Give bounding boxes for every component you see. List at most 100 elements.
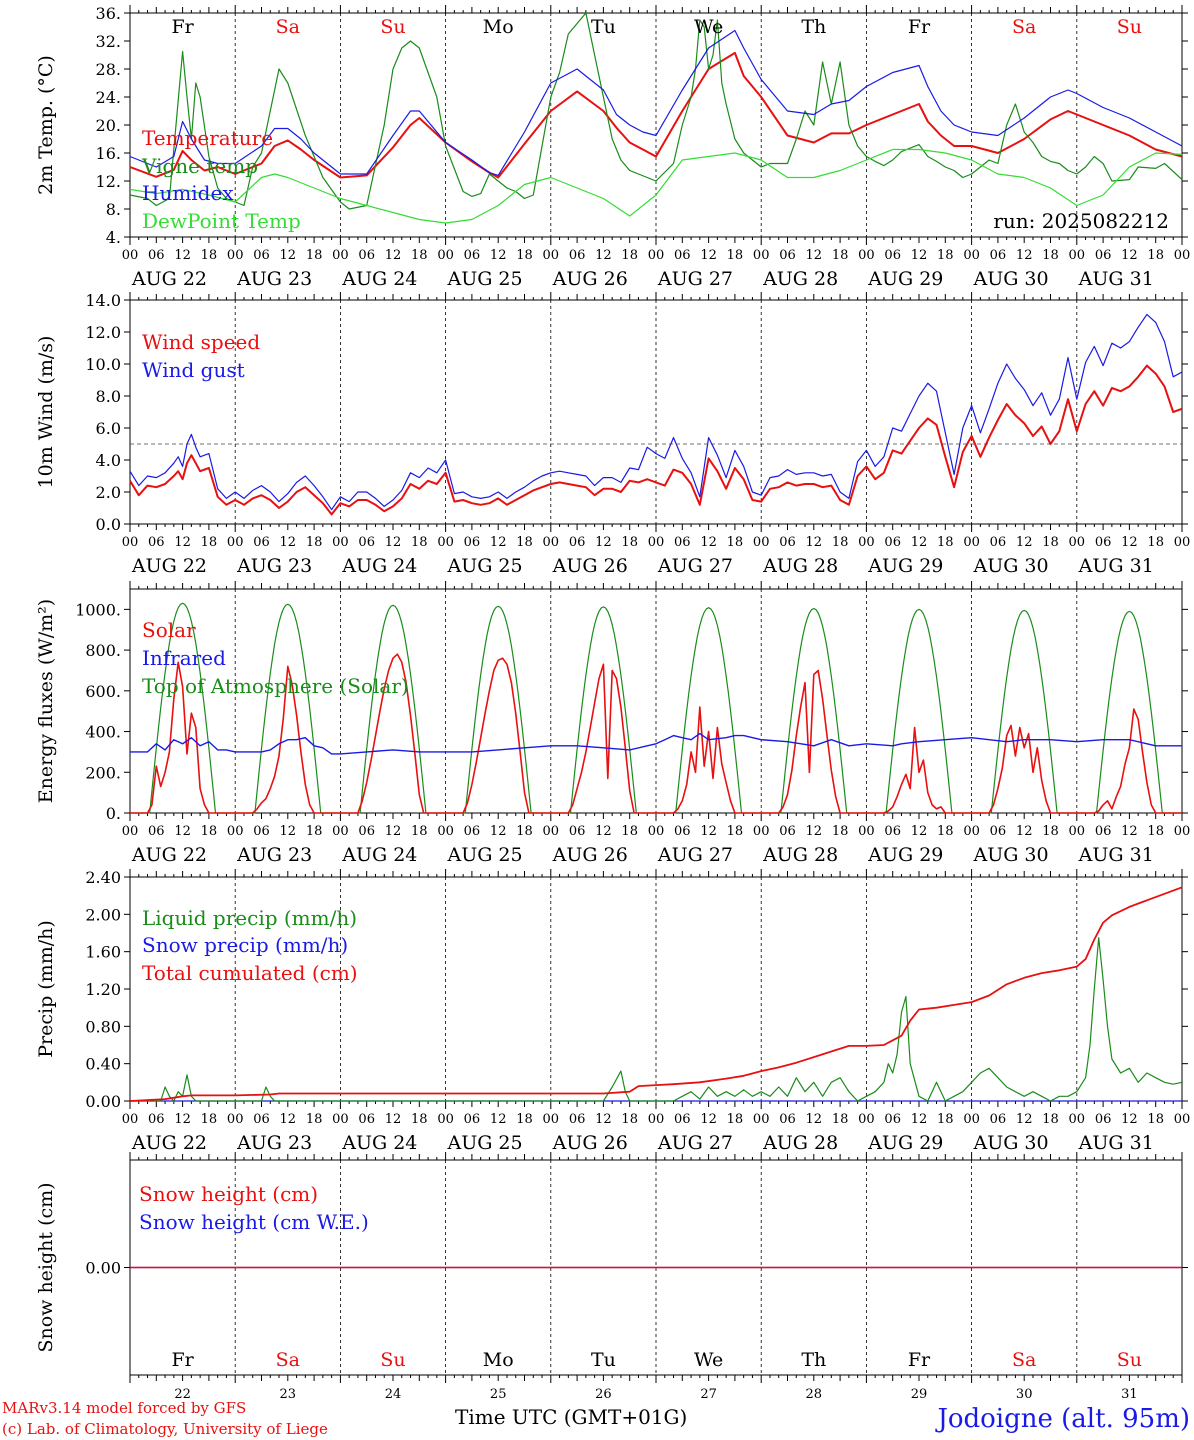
hour-tick-label: 00 (753, 248, 770, 263)
date-label: AUG 31 (1078, 1132, 1154, 1154)
ytick-label: 32. (96, 32, 121, 51)
panel-3 (124, 581, 1188, 821)
date-label: AUG 22 (131, 1132, 207, 1154)
weekday-label-bottom: Su (380, 1349, 405, 1371)
hour-tick-label: 00 (227, 824, 244, 839)
hour-tick-label: 18 (1042, 1112, 1059, 1127)
hour-tick-label: 12 (911, 248, 928, 263)
hour-tick-label: 00 (1174, 248, 1191, 263)
hour-tick-label: 18 (621, 1112, 638, 1127)
weekday-label-top: Su (1117, 16, 1142, 38)
x-axis-label: Time UTC (GMT+01G) (455, 1405, 687, 1429)
hour-tick-label: 06 (569, 535, 586, 550)
hour-tick-label: 12 (174, 1112, 191, 1127)
plot-frame (129, 12, 1183, 238)
date-label: AUG 24 (341, 1132, 417, 1154)
hour-tick-label: 06 (884, 248, 901, 263)
weekday-label-top: Mo (483, 16, 514, 38)
hour-tick-label: 00 (648, 535, 665, 550)
ytick-label: 4. (106, 228, 121, 247)
hour-tick-label: 00 (858, 248, 875, 263)
hour-tick-label: 00 (1069, 824, 1086, 839)
hour-tick-label: 12 (174, 824, 191, 839)
hour-tick-label: 12 (280, 248, 297, 263)
hour-tick-label: 06 (464, 1112, 481, 1127)
hour-tick-label: 12 (700, 824, 717, 839)
y-axis-label: Energy fluxes (W/m²) (35, 599, 57, 803)
hour-tick-label: 06 (148, 248, 165, 263)
hour-tick-label: 18 (832, 248, 849, 263)
weekday-label-top: Fr (171, 16, 194, 38)
ytick-label: 2.0 (96, 483, 121, 502)
series-liquid-precip (130, 937, 1183, 1102)
hour-tick-label: 06 (1095, 535, 1112, 550)
date-label: AUG 28 (762, 844, 838, 866)
date-label: AUG 31 (1078, 844, 1154, 866)
date-label: AUG 26 (552, 1132, 628, 1154)
hour-tick-label: 06 (674, 824, 691, 839)
station-label: Jodoigne (alt. 95m) (934, 1404, 1190, 1434)
hour-tick-label: 00 (227, 1112, 244, 1127)
hour-tick-label: 18 (832, 824, 849, 839)
date-label: AUG 31 (1078, 268, 1154, 290)
hour-tick-label: 12 (806, 248, 823, 263)
hour-tick-label: 18 (937, 535, 954, 550)
y-axis-label: Snow height (cm) (35, 1182, 57, 1352)
hour-tick-label: 06 (884, 1112, 901, 1127)
date-label: AUG 25 (446, 844, 522, 866)
hour-tick-label: 18 (621, 535, 638, 550)
hour-tick-label: 00 (122, 1112, 139, 1127)
hour-tick-label: 18 (727, 248, 744, 263)
hour-tick-label: 12 (1121, 248, 1138, 263)
hour-tick-label: 00 (437, 1112, 454, 1127)
ytick-label: 800. (85, 641, 121, 660)
weekday-label-bottom: Th (801, 1349, 826, 1371)
hour-tick-label: 06 (779, 248, 796, 263)
hour-tick-label: 06 (358, 824, 375, 839)
weekday-label-bottom: Fr (908, 1349, 931, 1371)
hour-tick-label: 18 (411, 248, 428, 263)
ytick-label: 14.0 (85, 291, 121, 310)
date-label: AUG 30 (972, 268, 1048, 290)
date-label: AUG 23 (236, 1132, 312, 1154)
ytick-label: 20. (96, 116, 121, 135)
hour-tick-label: 00 (122, 248, 139, 263)
hour-tick-label: 12 (385, 535, 402, 550)
date-label: AUG 27 (657, 268, 733, 290)
hour-tick-label: 06 (569, 1112, 586, 1127)
hour-tick-label: 18 (832, 535, 849, 550)
hour-tick-label: 00 (227, 535, 244, 550)
weekday-label-top: We (694, 16, 723, 38)
series-humidex (129, 29, 1183, 176)
hour-tick-label: 18 (411, 535, 428, 550)
hour-tick-label: 00 (437, 248, 454, 263)
ytick-label: 10.0 (85, 355, 121, 374)
hour-tick-label: 18 (621, 824, 638, 839)
date-label: AUG 27 (657, 1132, 733, 1154)
hour-tick-label: 18 (201, 824, 218, 839)
date-label: AUG 24 (341, 844, 417, 866)
plot-frame (129, 299, 1183, 525)
weekday-label-bottom: We (694, 1349, 723, 1371)
hour-tick-label: 00 (648, 248, 665, 263)
hour-tick-label: 18 (1147, 248, 1164, 263)
hour-tick-label: 18 (832, 1112, 849, 1127)
hour-tick-label: 12 (280, 824, 297, 839)
ytick-label: 4.0 (96, 451, 121, 470)
hour-tick-label: 18 (1042, 824, 1059, 839)
weekday-label-bottom: Su (1117, 1349, 1142, 1371)
hour-tick-label: 00 (543, 248, 560, 263)
hour-tick-label: 06 (990, 535, 1007, 550)
hour-tick-label: 12 (1121, 535, 1138, 550)
weekday-label-bottom: Sa (1012, 1349, 1036, 1371)
hour-tick-label: 12 (700, 1112, 717, 1127)
weekday-label-bottom: Mo (483, 1349, 514, 1371)
hour-tick-label: 18 (1147, 535, 1164, 550)
hour-tick-label: 06 (569, 248, 586, 263)
ytick-label: 1.20 (85, 980, 121, 999)
ytick-label: 1000. (75, 600, 121, 619)
series-dewpoint-temp (129, 148, 1183, 224)
hour-tick-label: 00 (122, 824, 139, 839)
date-label: AUG 26 (552, 555, 628, 577)
